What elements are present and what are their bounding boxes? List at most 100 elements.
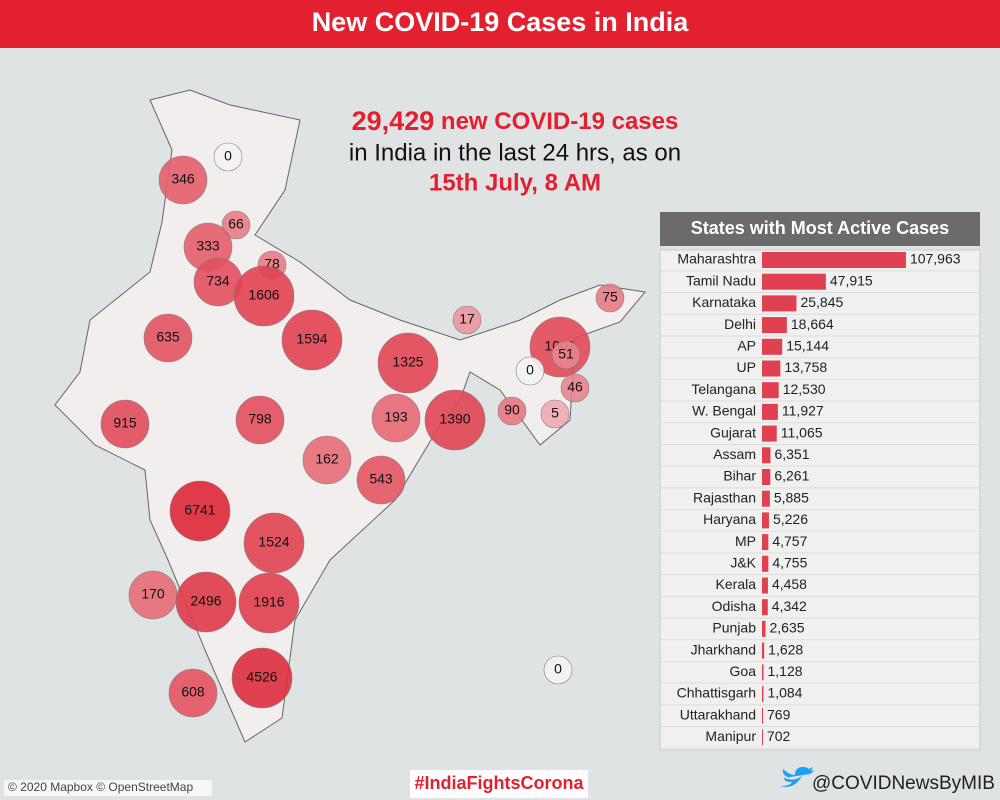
state-region — [175, 571, 237, 633]
bar — [762, 642, 765, 659]
bar — [762, 729, 763, 746]
category-label: Karnataka — [692, 294, 756, 310]
state-value: 162 — [315, 451, 339, 467]
bar — [762, 273, 826, 290]
handle: @COVIDNewsByMIB — [812, 773, 995, 794]
state-region — [169, 480, 231, 542]
value-label: 15,144 — [786, 338, 829, 354]
hashtag-bg — [410, 770, 588, 798]
category-label: Jharkhand — [691, 641, 756, 657]
value-label: 4,755 — [772, 555, 807, 571]
value-label: 4,342 — [772, 598, 807, 614]
state-value: 1390 — [439, 411, 470, 427]
state-region — [551, 340, 581, 370]
state-value: 90 — [504, 402, 520, 418]
bar — [762, 360, 781, 377]
state-value: 1524 — [258, 534, 289, 550]
state-value: 1916 — [253, 594, 284, 610]
hashtag: #IndiaFightsCorona — [414, 773, 584, 793]
category-label: Goa — [730, 663, 757, 679]
header-bar — [0, 0, 1000, 48]
value-label: 702 — [767, 728, 791, 744]
value-label: 5,226 — [773, 511, 808, 527]
value-label: 11,927 — [782, 403, 824, 419]
category-label: Kerala — [716, 576, 757, 592]
value-label: 25,845 — [800, 294, 843, 310]
state-region — [213, 142, 243, 172]
state-region — [235, 395, 285, 445]
category-label: W. Bengal — [692, 403, 756, 419]
state-value: 1606 — [248, 287, 279, 303]
value-label: 1,084 — [767, 685, 802, 701]
category-label: Delhi — [724, 316, 756, 332]
attribution: © 2020 Mapbox © OpenStreetMap — [8, 780, 193, 794]
bar — [762, 490, 770, 507]
bar — [762, 469, 771, 485]
state-value: 915 — [113, 415, 137, 431]
state-value: 543 — [369, 471, 393, 487]
bar — [762, 555, 769, 572]
category-label: UP — [737, 359, 756, 375]
state-region — [281, 309, 343, 371]
bar-chart: Maharashtra 107,963 Tamil Nadu 47,915 Karnat… — [660, 251, 980, 749]
state-region — [100, 399, 150, 449]
category-label: AP — [737, 338, 756, 354]
state-region — [168, 668, 218, 718]
state-value: 0 — [224, 148, 232, 164]
state-region — [452, 305, 482, 335]
category-label: Tamil Nadu — [686, 272, 756, 288]
state-region — [515, 356, 545, 386]
state-region — [158, 155, 208, 205]
state-region — [221, 210, 251, 240]
bar — [762, 512, 769, 529]
bar — [762, 664, 764, 681]
value-label: 107,963 — [910, 251, 961, 267]
state-region — [540, 399, 570, 429]
bar — [762, 534, 769, 551]
state-value: 66 — [228, 216, 244, 232]
category-label: Punjab — [712, 620, 756, 636]
state-value: 6741 — [184, 502, 215, 518]
bar — [762, 295, 797, 312]
bar — [762, 382, 779, 399]
state-region — [371, 393, 421, 443]
category-label: MP — [735, 533, 756, 549]
value-label: 47,915 — [830, 272, 873, 288]
value-label: 5,885 — [774, 489, 809, 505]
state-value: 1594 — [296, 331, 327, 347]
map: 0346663337873416066351594177510015104613… — [100, 142, 625, 718]
bar — [762, 577, 768, 594]
twitter-icon — [780, 767, 814, 787]
state-region — [377, 332, 439, 394]
headline-count: 29,429 — [352, 106, 435, 136]
category-label: Uttarakhand — [680, 706, 756, 722]
value-label: 13,758 — [784, 359, 827, 375]
state-region — [233, 265, 295, 327]
headline-line2: in India in the last 24 hrs, as on — [349, 139, 681, 166]
headline-rest: new COVID-19 cases — [441, 108, 678, 135]
bar — [762, 599, 768, 616]
value-label: 6,351 — [774, 446, 809, 462]
category-label: Manipur — [705, 728, 756, 744]
category-label: Chhattisgarh — [677, 685, 756, 701]
bar — [762, 317, 787, 334]
state-value: 193 — [384, 409, 408, 425]
chart-panel — [659, 249, 981, 751]
value-label: 18,664 — [791, 316, 834, 332]
value-label: 4,757 — [772, 533, 807, 549]
state-region — [543, 655, 573, 685]
bar — [762, 403, 778, 420]
bar — [762, 620, 766, 637]
state-region — [143, 313, 193, 363]
state-region — [302, 435, 352, 485]
bar — [762, 686, 764, 702]
state-value: 635 — [156, 329, 180, 345]
value-label: 769 — [767, 706, 791, 722]
value-label: 2,635 — [770, 620, 805, 636]
state-region — [231, 647, 293, 709]
headline-line3: 15th July, 8 AM — [429, 169, 601, 196]
header-title: New COVID-19 Cases in India — [312, 7, 690, 37]
category-label: Maharashtra — [677, 251, 756, 267]
